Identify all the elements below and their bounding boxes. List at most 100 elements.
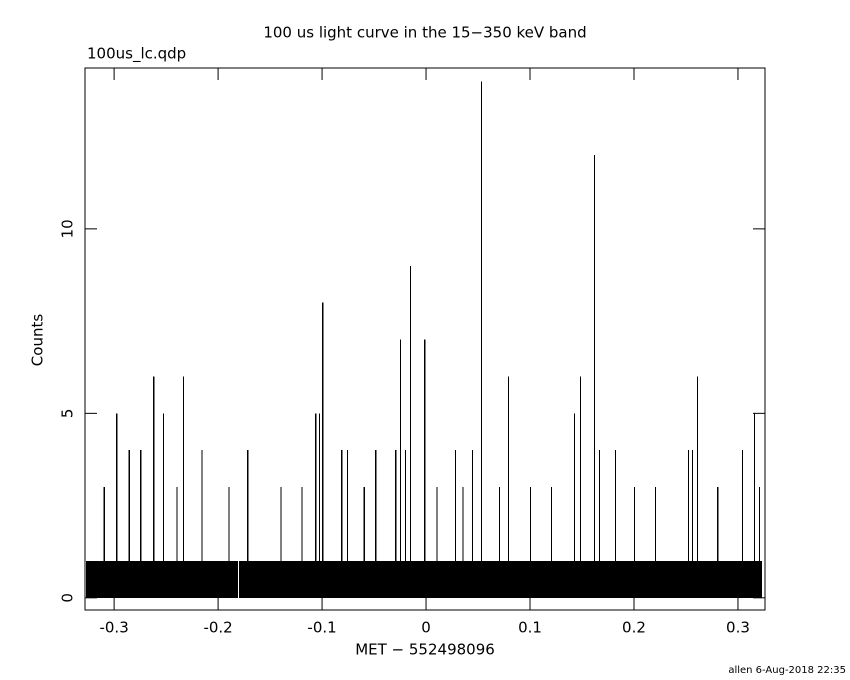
count-bin: [405, 560, 411, 598]
count-bin: [301, 487, 303, 598]
count-bin: [462, 560, 472, 598]
count-bin: [594, 560, 599, 598]
count-bin: [128, 450, 130, 598]
y-tick-label: 5: [59, 409, 77, 419]
x-tick-label: 0.1: [518, 619, 542, 637]
count-bin: [405, 450, 407, 598]
count-bin: [481, 560, 499, 598]
count-bin: [498, 560, 508, 598]
count-bin: [455, 560, 463, 598]
count-bin: [462, 487, 464, 598]
count-bin: [717, 560, 742, 598]
x-tick-label: -0.3: [99, 619, 128, 637]
count-bin: [498, 487, 501, 598]
count-bin: [400, 339, 402, 598]
count-bin: [363, 487, 365, 598]
count-bin: [183, 376, 185, 598]
chart-subtitle: 100us_lc.qdp: [87, 45, 186, 64]
count-bin: [754, 560, 759, 598]
count-bin: [580, 560, 594, 598]
count-bin: [176, 487, 178, 598]
footer: allen 6-Aug-2018 22:35: [728, 665, 846, 676]
count-bin: [319, 560, 323, 598]
count-bin: [201, 560, 229, 598]
count-bin: [318, 413, 321, 598]
count-bin: [717, 487, 719, 598]
count-bin: [424, 339, 426, 598]
count-bin: [692, 560, 697, 598]
count-bin: [322, 560, 342, 598]
count-bin: [687, 450, 690, 598]
count-bin: [247, 560, 281, 598]
count-bin: [654, 487, 656, 598]
count-bin: [471, 450, 474, 598]
count-bin: [176, 560, 184, 598]
count-bin: [347, 450, 349, 598]
x-tick-label: -0.1: [307, 619, 336, 637]
count-bin: [280, 487, 282, 598]
count-bin: [341, 450, 343, 598]
count-bin: [162, 413, 165, 598]
count-bin: [758, 487, 760, 598]
count-bin: [573, 413, 576, 598]
x-tick-label: -0.2: [203, 619, 232, 637]
count-bin: [301, 560, 316, 598]
count-bin: [322, 302, 324, 598]
count-bin: [633, 487, 636, 598]
count-bin: [239, 560, 248, 598]
count-bin: [375, 560, 396, 598]
count-bin: [153, 376, 155, 598]
count-bin: [247, 450, 249, 598]
count-bin: [507, 376, 510, 598]
count-bin: [183, 560, 202, 598]
count-bin: [741, 450, 744, 598]
count-bin: [103, 560, 117, 598]
count-bin: [201, 450, 203, 598]
count-bin: [753, 413, 756, 598]
count-bin: [436, 487, 438, 598]
count-bin: [530, 487, 532, 598]
count-bin: [395, 450, 397, 598]
count-bin: [153, 560, 163, 598]
count-bin: [530, 560, 551, 598]
count-bin: [599, 560, 615, 598]
count-bin: [593, 155, 596, 598]
count-bin: [508, 560, 531, 598]
count-bin: [140, 450, 142, 598]
x-tick-label: 0.3: [726, 619, 750, 637]
count-bin: [579, 376, 582, 598]
count-bin: [598, 450, 601, 598]
count-bin: [742, 560, 754, 598]
y-tick-label: 10: [59, 219, 77, 238]
count-bin: [375, 450, 377, 598]
count-bin: [400, 560, 406, 598]
count-bin: [481, 81, 483, 598]
count-bin: [615, 560, 634, 598]
y-axis-label: Counts: [29, 314, 47, 367]
x-tick-label: 0: [421, 619, 431, 637]
x-tick-label: 0.2: [622, 619, 646, 637]
count-bin: [116, 413, 118, 598]
count-bin: [228, 487, 230, 598]
y-tick-label: 0: [59, 593, 77, 603]
count-bin: [697, 376, 699, 598]
count-bin: [634, 560, 655, 598]
plot-frame: [84, 67, 766, 611]
count-bin: [688, 560, 693, 598]
count-bin: [614, 450, 617, 598]
count-bin: [550, 487, 553, 598]
count-bin: [103, 487, 105, 598]
count-bin: [697, 560, 718, 598]
count-bin: [395, 560, 401, 598]
count-bin: [315, 413, 317, 598]
count-bin: [692, 450, 694, 598]
count-bin: [410, 265, 412, 598]
count-bin: [436, 560, 456, 598]
count-bin: [228, 560, 239, 598]
count-bin: [116, 560, 129, 598]
count-bin: [654, 560, 688, 598]
count-bin: [128, 560, 141, 598]
count-bin: [163, 560, 177, 598]
count-bin: [363, 560, 376, 598]
